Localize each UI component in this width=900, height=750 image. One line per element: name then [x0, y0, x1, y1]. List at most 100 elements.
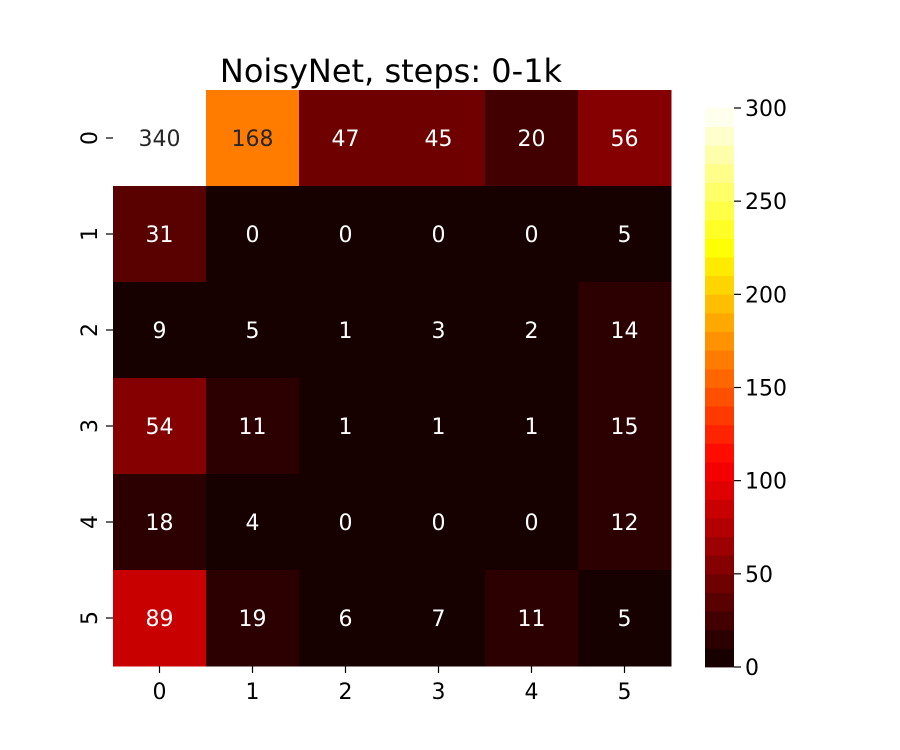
- colorbar-segment-3: [705, 592, 734, 612]
- colorbar-segment-21: [705, 257, 734, 277]
- colorbar-segment-11: [705, 443, 734, 463]
- cell-value-r5-c4: 11: [518, 607, 546, 632]
- cell-value-r2-c0: 9: [153, 319, 167, 344]
- y-tick-label-4: 4: [78, 515, 103, 529]
- colorbar-segment-14: [705, 387, 734, 407]
- cell-value-r3-c3: 1: [432, 415, 446, 440]
- colorbar-tick-label-300: 300: [745, 97, 787, 122]
- heatmap-cell-r3-c5: [578, 378, 672, 475]
- cell-value-r4-c5: 12: [611, 511, 639, 536]
- colorbar-segment-2: [705, 611, 734, 631]
- x-tick-label-5: 5: [618, 680, 632, 705]
- heatmap-cell-r1-c1: [206, 186, 300, 283]
- colorbar-segment-9: [705, 480, 734, 500]
- colorbar-segment-5: [705, 555, 734, 575]
- y-axis-ticks: 0 1 2 3 4 5: [78, 131, 113, 625]
- y-tick-label-0: 0: [78, 131, 103, 145]
- heatmap-cell-r4-c3: [392, 474, 486, 571]
- heatmap-cell-r3-c2: [299, 378, 393, 475]
- colorbar-segment-26: [705, 163, 734, 183]
- heatmap-cells: [113, 90, 672, 667]
- cell-value-r0-c0: 340: [139, 127, 181, 152]
- heatmap-cell-r5-c3: [392, 570, 486, 667]
- heatmap-cell-r5-c0: [113, 570, 207, 667]
- colorbar-segment-28: [705, 126, 734, 146]
- colorbar-segment-0: [705, 648, 734, 668]
- heatmap-cell-r3-c0: [113, 378, 207, 475]
- colorbar-segment-25: [705, 182, 734, 202]
- y-tick-label-3: 3: [78, 419, 103, 433]
- cell-value-r3-c4: 1: [525, 415, 539, 440]
- cell-value-r2-c2: 1: [339, 319, 353, 344]
- cell-value-r3-c0: 54: [146, 415, 174, 440]
- colorbar-segment-8: [705, 499, 734, 519]
- colorbar-segment-20: [705, 275, 734, 295]
- heatmap-cell-r4-c2: [299, 474, 393, 571]
- cell-value-r2-c3: 3: [432, 319, 446, 344]
- cell-value-r3-c5: 15: [611, 415, 639, 440]
- x-axis-ticks: 0 1 2 3 4 5: [153, 666, 632, 705]
- cell-value-r1-c2: 0: [339, 223, 353, 248]
- heatmap-cell-r5-c4: [485, 570, 579, 667]
- heatmap-cell-r0-c5: [578, 90, 672, 187]
- colorbar-segment-13: [705, 406, 734, 426]
- heatmap-cell-r2-c5: [578, 282, 672, 379]
- heatmap-cell-r5-c1: [206, 570, 300, 667]
- cell-value-r1-c0: 31: [146, 223, 174, 248]
- cell-value-r5-c0: 89: [146, 607, 174, 632]
- x-tick-label-1: 1: [246, 680, 260, 705]
- heatmap-cell-r0-c3: [392, 90, 486, 187]
- x-tick-label-0: 0: [153, 680, 167, 705]
- colorbar-tick-label-200: 200: [745, 283, 787, 308]
- cell-value-r3-c2: 1: [339, 415, 353, 440]
- cell-value-r5-c3: 7: [432, 607, 446, 632]
- heatmap-cell-r1-c2: [299, 186, 393, 283]
- cell-value-r1-c3: 0: [432, 223, 446, 248]
- colorbar-segment-7: [705, 517, 734, 537]
- colorbar-tick-label-150: 150: [745, 377, 787, 402]
- y-tick-label-1: 1: [78, 227, 103, 241]
- heatmap-cell-r4-c0: [113, 474, 207, 571]
- cell-value-r5-c5: 5: [618, 607, 632, 632]
- cell-value-r0-c2: 47: [332, 127, 360, 152]
- cell-value-r1-c1: 0: [246, 223, 260, 248]
- heatmap-cell-r3-c3: [392, 378, 486, 475]
- cell-value-r0-c1: 168: [232, 127, 274, 152]
- colorbar-segment-23: [705, 219, 734, 239]
- cell-value-r2-c1: 5: [246, 319, 260, 344]
- heatmap-cell-r1-c4: [485, 186, 579, 283]
- cell-value-r0-c5: 56: [611, 127, 639, 152]
- heatmap-cell-r4-c1: [206, 474, 300, 571]
- chart-title: NoisyNet, steps: 0-1k: [220, 52, 563, 90]
- y-tick-label-2: 2: [78, 323, 103, 337]
- colorbar-segment-17: [705, 331, 734, 351]
- x-tick-label-2: 2: [339, 680, 353, 705]
- y-tick-label-5: 5: [78, 611, 103, 625]
- heatmap-cell-r0-c1: [206, 90, 300, 187]
- colorbar-segment-15: [705, 368, 734, 388]
- x-tick-label-3: 3: [432, 680, 446, 705]
- heatmap-cell-r2-c2: [299, 282, 393, 379]
- x-tick-label-4: 4: [525, 680, 539, 705]
- colorbar-tick-label-0: 0: [745, 656, 759, 681]
- heatmap-cell-r3-c1: [206, 378, 300, 475]
- heatmap-cell-r2-c1: [206, 282, 300, 379]
- heatmap-cell-r4-c4: [485, 474, 579, 571]
- colorbar-segment-24: [705, 201, 734, 221]
- heatmap-cell-r0-c4: [485, 90, 579, 187]
- cell-value-r2-c5: 14: [611, 319, 639, 344]
- heatmap-cell-r1-c0: [113, 186, 207, 283]
- cell-value-r4-c1: 4: [246, 511, 260, 536]
- heatmap-cell-r0-c2: [299, 90, 393, 187]
- cell-value-r2-c4: 2: [525, 319, 539, 344]
- colorbar-segment-4: [705, 573, 734, 593]
- cell-value-r0-c3: 45: [425, 127, 453, 152]
- heatmap-cell-r1-c3: [392, 186, 486, 283]
- colorbar-segment-18: [705, 312, 734, 332]
- colorbar-segment-29: [705, 108, 734, 128]
- cell-value-r1-c4: 0: [525, 223, 539, 248]
- cell-value-r4-c0: 18: [146, 511, 174, 536]
- heatmap-cell-r2-c0: [113, 282, 207, 379]
